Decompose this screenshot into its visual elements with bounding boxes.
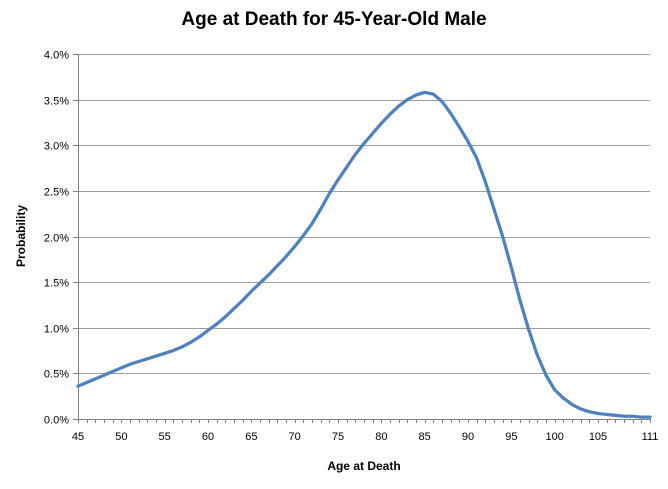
probability-curve <box>76 90 652 419</box>
chart-title: Age at Death for 45-Year-Old Male <box>181 9 487 30</box>
x-axis-title: Age at Death <box>327 459 401 473</box>
x-tick-label: 60 <box>202 431 214 443</box>
x-tick-label: 70 <box>289 431 301 443</box>
x-tick-label: 65 <box>245 431 257 443</box>
x-tick-label: 100 <box>545 431 563 443</box>
y-tick-label: 4.0% <box>44 50 69 62</box>
x-tick-label: 75 <box>332 431 344 443</box>
x-tick-label: 105 <box>589 431 607 443</box>
x-tick-label: 50 <box>115 431 127 443</box>
y-tick-label: 2.5% <box>44 187 69 199</box>
x-tick-label: 90 <box>462 431 474 443</box>
x-tick-label: 95 <box>505 431 517 443</box>
x-tick-label: 111 <box>642 431 659 443</box>
y-tick-label: 3.0% <box>44 141 69 153</box>
y-axis-title: Probability <box>14 204 28 268</box>
y-tick-label: 1.5% <box>44 278 69 290</box>
y-tick-label: 1.0% <box>44 324 69 336</box>
axes-grid: 0.0% 0.5% 1.0% 1.5% 2.0% 2.5% 3.0% 3.5% 4.0% 45 50… <box>44 50 658 444</box>
y-tick-label: 3.5% <box>44 96 69 108</box>
y-tick-label: 0.5% <box>44 369 69 381</box>
x-tick-label: 80 <box>375 431 387 443</box>
x-tick-label: 85 <box>419 431 431 443</box>
x-tick-label: 45 <box>72 431 84 443</box>
y-tick-label: 0.0% <box>44 415 69 427</box>
y-tick-label: 2.0% <box>44 233 69 245</box>
x-tick-label: 55 <box>159 431 171 443</box>
